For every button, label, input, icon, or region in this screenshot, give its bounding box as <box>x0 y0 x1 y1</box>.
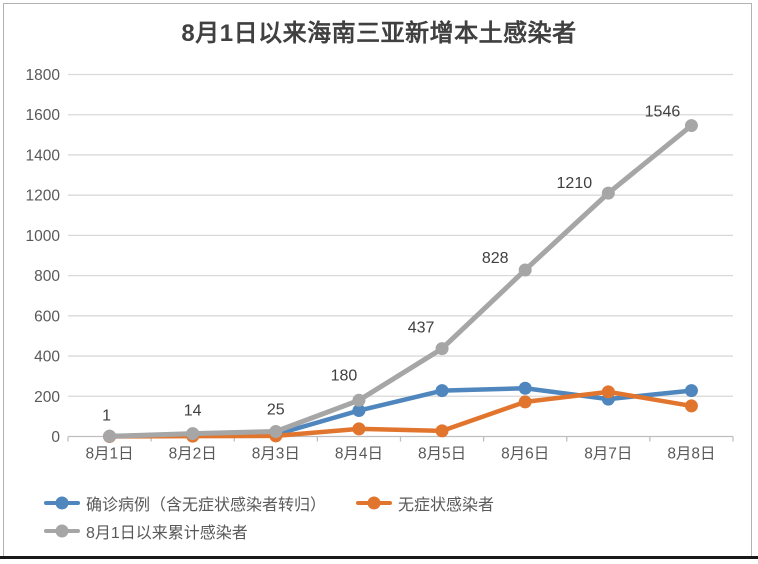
data-point-label: 1546 <box>645 104 681 121</box>
data-point <box>352 422 366 436</box>
legend-label-asymptomatic: 无症状感染者 <box>398 497 495 514</box>
data-point <box>435 342 449 356</box>
x-axis-tick-label: 8月1日 <box>85 446 133 463</box>
data-point-label: 828 <box>482 250 509 267</box>
legend-row-1: 确诊病例（含无症状感染者转归） 无症状感染者 <box>44 489 724 517</box>
series-line <box>107 389 694 439</box>
y-axis-tick-label: 0 <box>51 429 60 446</box>
legend-item-asymptomatic: 无症状感染者 <box>356 491 494 515</box>
legend-marker-cumulative-icon <box>44 524 80 538</box>
legend: 确诊病例（含无症状感染者转归） 无症状感染者 8月1日以来累计感染者 <box>44 489 724 545</box>
y-axis-tick-label: 400 <box>34 349 60 366</box>
legend-dot-confirmed-icon <box>55 496 69 510</box>
data-point <box>601 186 615 200</box>
data-point <box>103 429 117 443</box>
x-axis-tick-label: 8月7日 <box>584 446 632 463</box>
y-axis-tick-label: 800 <box>34 268 60 285</box>
data-point-label: 25 <box>267 401 285 418</box>
series-line <box>107 123 694 439</box>
data-point <box>684 399 698 413</box>
data-point-label: 180 <box>331 367 358 384</box>
legend-marker-asymptomatic-icon <box>356 496 393 510</box>
data-point-label: 14 <box>184 403 202 420</box>
legend-marker-confirmed-icon <box>44 496 80 510</box>
data-point <box>518 263 532 277</box>
legend-item-cumulative: 8月1日以来累计感染者 <box>44 519 248 543</box>
data-point <box>352 393 366 407</box>
x-axis-tick-label: 8月2日 <box>169 446 217 463</box>
y-axis-tick-label: 1800 <box>26 67 61 84</box>
y-axis-tick-label: 200 <box>34 389 60 406</box>
legend-label-confirmed: 确诊病例（含无症状感染者转归） <box>86 497 327 514</box>
y-axis-tick-label: 1000 <box>26 228 61 245</box>
data-point <box>435 384 449 398</box>
data-point <box>684 384 698 398</box>
x-axis-tick-label: 8月8日 <box>667 446 715 463</box>
data-point-label: 1 <box>102 407 111 424</box>
line-chart: 0 200 400 600 800 1000 1200 1400 1600 1800 8月1日 8月2… <box>26 67 734 463</box>
y-axis-tick-label: 1200 <box>26 188 61 205</box>
data-point <box>186 427 200 441</box>
chart-border <box>3 3 752 556</box>
y-axis-tick-label: 1600 <box>26 107 61 124</box>
y-axis-tick-label: 1400 <box>26 147 61 164</box>
x-axis-tick-label: 8月4日 <box>335 446 383 463</box>
legend-dot-cumulative-icon <box>55 524 69 538</box>
legend-dot-asymptomatic-icon <box>367 496 381 510</box>
x-axis-tick-label: 8月5日 <box>418 446 466 463</box>
data-point <box>435 424 449 438</box>
data-point <box>352 404 366 418</box>
data-point <box>518 381 532 395</box>
data-point <box>269 424 283 438</box>
data-point <box>601 385 615 399</box>
bottom-edge-bar <box>0 556 758 559</box>
data-point <box>684 119 698 133</box>
data-point <box>518 395 532 409</box>
chart-title: 8月1日以来海南三亚新增本土感染者 <box>181 20 577 47</box>
data-point-label: 1210 <box>557 175 593 192</box>
x-axis-tick-label: 8月6日 <box>501 446 549 463</box>
y-axis-tick-label: 600 <box>34 308 60 325</box>
legend-item-confirmed: 确诊病例（含无症状感染者转归） <box>44 491 326 515</box>
legend-row-2: 8月1日以来累计感染者 <box>44 517 724 545</box>
legend-label-cumulative: 8月1日以来累计感染者 <box>86 525 248 542</box>
data-point-label: 437 <box>408 320 435 337</box>
x-axis-tick-label: 8月3日 <box>252 446 300 463</box>
